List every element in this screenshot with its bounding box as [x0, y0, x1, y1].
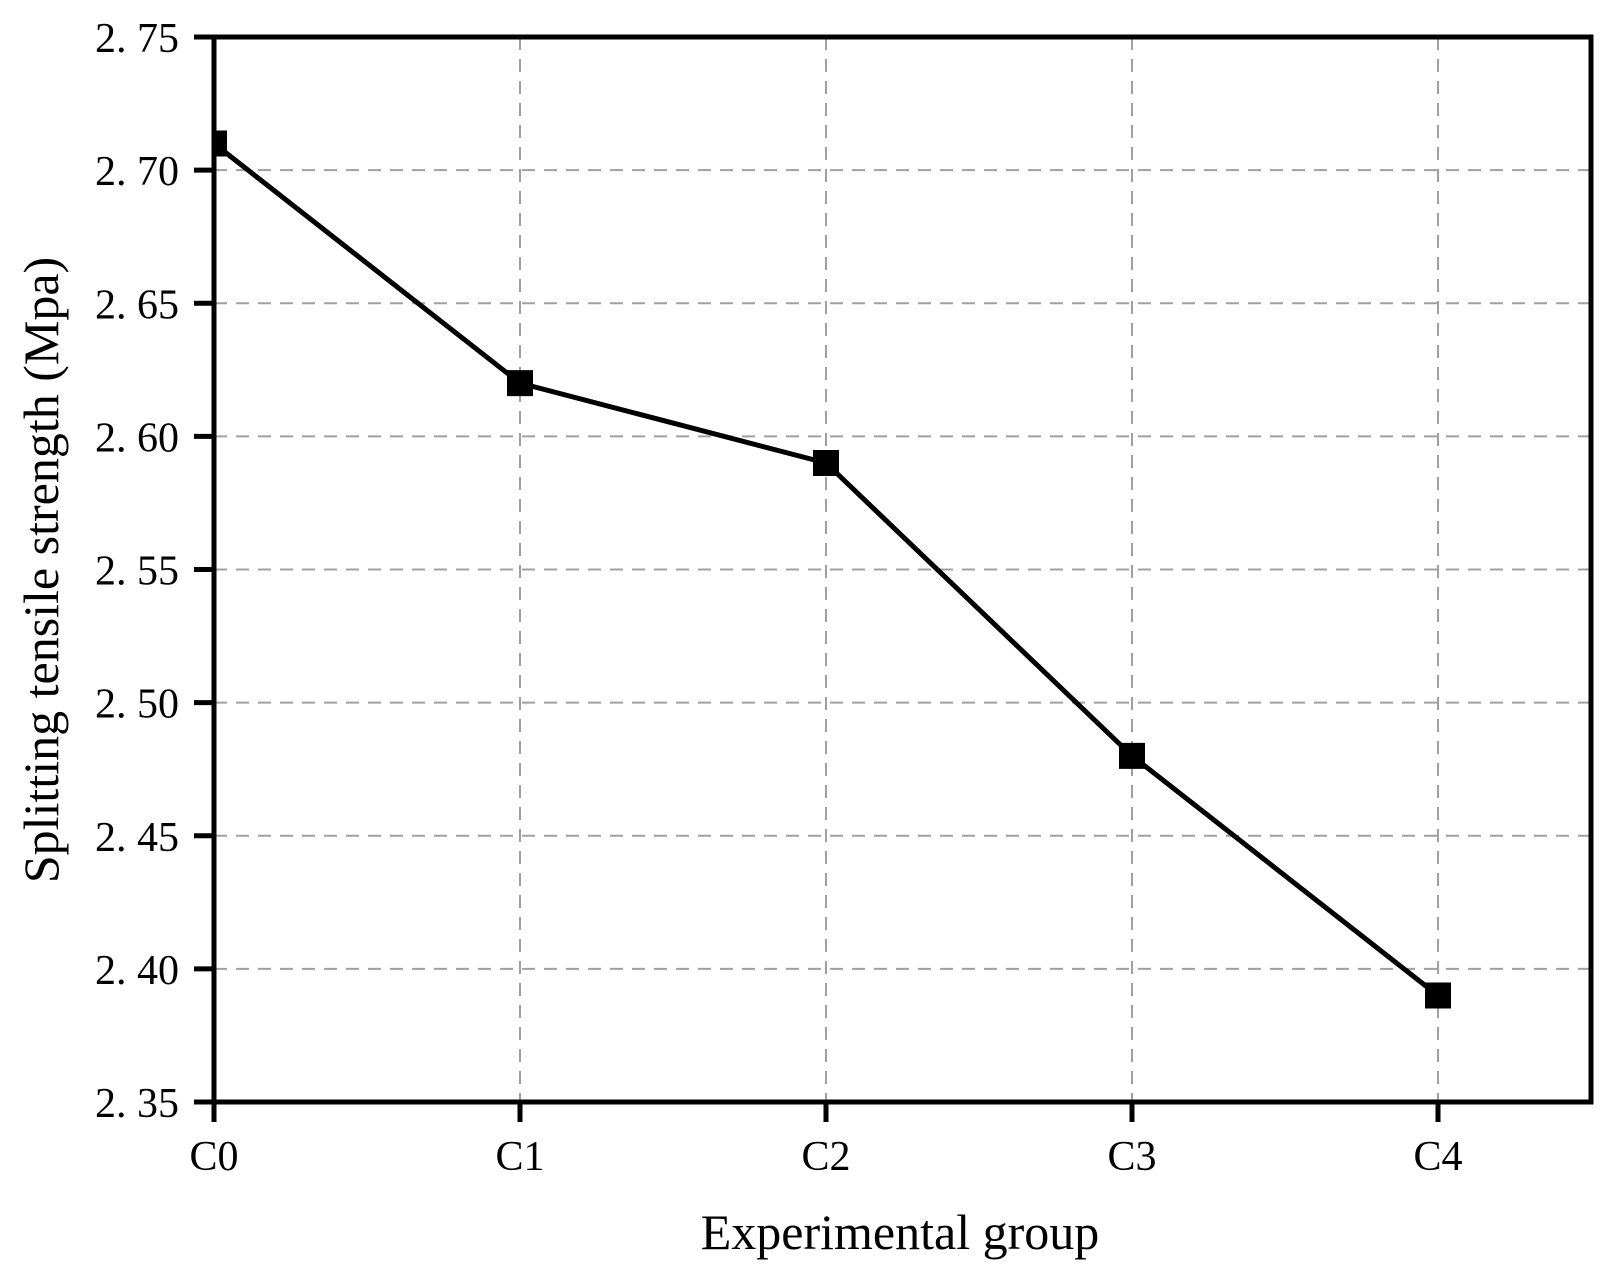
x-tick-label: C2	[801, 1134, 850, 1180]
data-marker	[813, 450, 839, 476]
y-tick-label: 2. 40	[95, 948, 179, 994]
data-marker	[211, 130, 227, 157]
x-tick-label: C0	[189, 1134, 238, 1180]
data-marker	[1425, 982, 1451, 1009]
series-group	[211, 130, 1451, 1009]
y-tick-label: 2. 70	[95, 149, 179, 195]
y-axis-title: Splitting tensile strength (Mpa)	[13, 257, 69, 883]
y-tick-label: 2. 55	[95, 549, 179, 595]
data-marker	[507, 370, 533, 397]
y-tick-label: 2. 75	[95, 16, 179, 62]
y-tick-label: 2. 50	[95, 682, 179, 728]
y-tick-label: 2. 45	[95, 815, 179, 861]
plot-border	[211, 34, 1594, 1105]
x-axis-title: Experimental group	[701, 1204, 1100, 1260]
y-tick-label: 2. 35	[95, 1081, 179, 1127]
data-marker	[1119, 742, 1145, 769]
x-tick-label: C1	[495, 1134, 544, 1180]
y-tick-label: 2. 60	[95, 415, 179, 461]
x-tick-label: C4	[1413, 1134, 1462, 1180]
x-tick-label: C3	[1107, 1134, 1156, 1180]
y-tick-label: 2. 65	[95, 282, 179, 328]
